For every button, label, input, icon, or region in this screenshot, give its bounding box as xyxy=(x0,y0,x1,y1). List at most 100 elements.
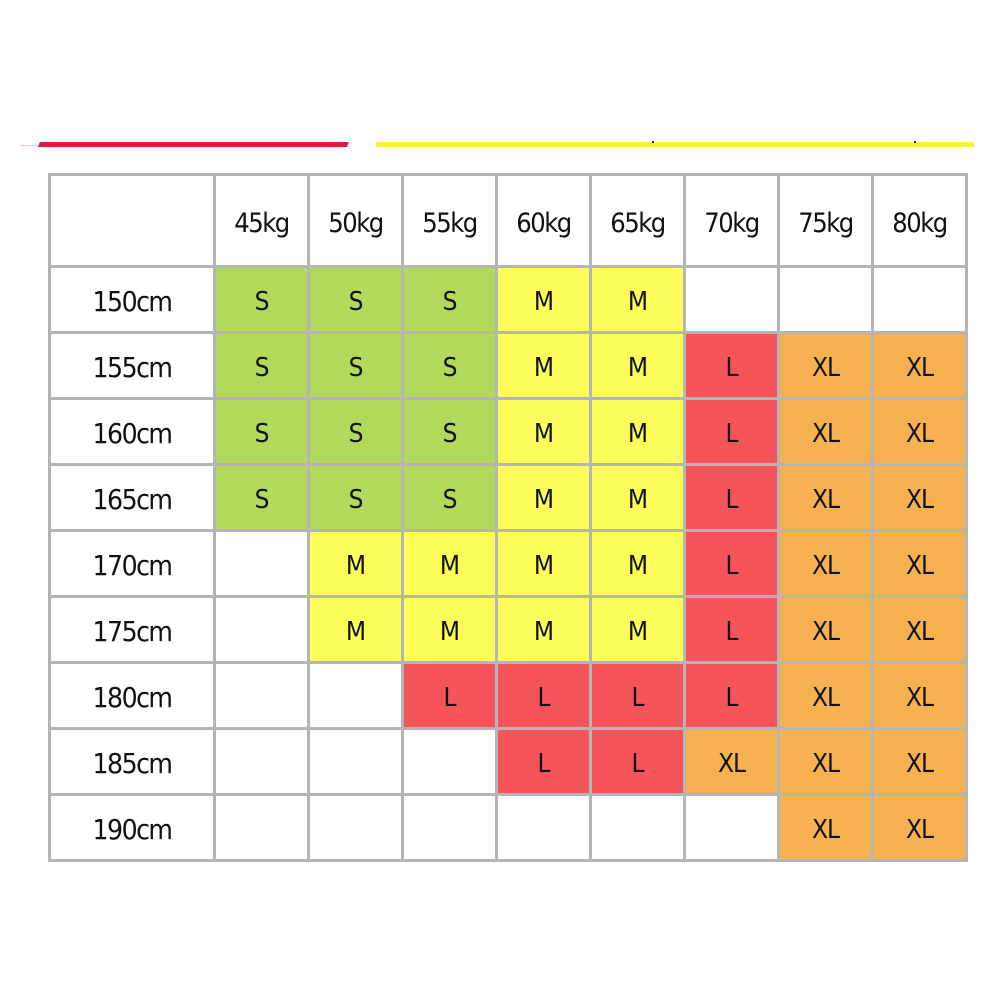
size-cell-m: M xyxy=(401,529,498,598)
size-cell-m: M xyxy=(307,529,404,598)
size-cell-s: S xyxy=(401,463,498,532)
empty-cell xyxy=(401,727,498,796)
height-label: 180cm xyxy=(48,661,216,730)
header-row: 45kg 50kg 55kg 60kg 65kg 70kg 75kg 80kg xyxy=(48,173,968,268)
height-label: 165cm xyxy=(48,463,216,532)
size-cell-xl: XL xyxy=(777,331,874,400)
size-cell-l: L xyxy=(683,331,780,400)
decorative-dot xyxy=(914,141,916,143)
decorative-bar-tail xyxy=(20,145,40,146)
size-cell-l: L xyxy=(683,529,780,598)
height-label: 150cm xyxy=(48,265,216,334)
empty-cell xyxy=(871,265,968,334)
size-cell-l: L xyxy=(589,661,686,730)
weight-header: 70kg xyxy=(683,173,780,268)
size-cell-m: M xyxy=(589,397,686,466)
size-chart-body: 45kg 50kg 55kg 60kg 65kg 70kg 75kg 80kg … xyxy=(48,173,968,862)
size-chart-table: 45kg 50kg 55kg 60kg 65kg 70kg 75kg 80kg … xyxy=(48,173,968,862)
size-cell-m: M xyxy=(307,595,404,664)
empty-cell xyxy=(213,661,310,730)
table-row: 175cm M M M M L XL XL xyxy=(48,595,968,664)
empty-cell xyxy=(213,793,310,862)
size-cell-s: S xyxy=(307,265,404,334)
size-cell-s: S xyxy=(401,397,498,466)
table-row: 190cm XL XL xyxy=(48,793,968,862)
weight-header: 60kg xyxy=(495,173,592,268)
size-cell-xl: XL xyxy=(777,529,874,598)
size-cell-xl: XL xyxy=(871,397,968,466)
size-cell-m: M xyxy=(495,331,592,400)
size-cell-xl: XL xyxy=(871,529,968,598)
size-cell-xl: XL xyxy=(871,727,968,796)
table-row: 150cm S S S M M xyxy=(48,265,968,334)
size-cell-s: S xyxy=(307,331,404,400)
size-cell-m: M xyxy=(589,331,686,400)
size-cell-m: M xyxy=(495,595,592,664)
size-cell-l: L xyxy=(589,727,686,796)
weight-header: 45kg xyxy=(213,173,310,268)
size-cell-xl: XL xyxy=(871,595,968,664)
height-label: 190cm xyxy=(48,793,216,862)
size-cell-s: S xyxy=(401,331,498,400)
size-cell-xl: XL xyxy=(777,727,874,796)
size-cell-s: S xyxy=(307,397,404,466)
corner-cell xyxy=(48,173,216,268)
size-cell-m: M xyxy=(495,529,592,598)
size-cell-xl: XL xyxy=(871,793,968,862)
height-label: 185cm xyxy=(48,727,216,796)
table-row: 160cm S S S M M L XL XL xyxy=(48,397,968,466)
decorative-yellow-bar xyxy=(376,142,974,147)
weight-header: 75kg xyxy=(777,173,874,268)
table-row: 170cm M M M M L XL XL xyxy=(48,529,968,598)
size-cell-l: L xyxy=(683,661,780,730)
empty-cell xyxy=(683,793,780,862)
size-cell-xl: XL xyxy=(871,331,968,400)
empty-cell xyxy=(401,793,498,862)
empty-cell xyxy=(307,727,404,796)
table-row: 165cm S S S M M L XL XL xyxy=(48,463,968,532)
size-cell-m: M xyxy=(589,595,686,664)
size-cell-xl: XL xyxy=(777,793,874,862)
empty-cell xyxy=(495,793,592,862)
empty-cell xyxy=(213,529,310,598)
size-cell-l: L xyxy=(495,727,592,796)
size-cell-l: L xyxy=(401,661,498,730)
size-cell-s: S xyxy=(213,397,310,466)
height-label: 160cm xyxy=(48,397,216,466)
table-row: 185cm L L XL XL XL xyxy=(48,727,968,796)
size-cell-l: L xyxy=(683,463,780,532)
table-row: 180cm L L L L XL XL xyxy=(48,661,968,730)
empty-cell xyxy=(683,265,780,334)
weight-header: 55kg xyxy=(401,173,498,268)
height-label: 170cm xyxy=(48,529,216,598)
empty-cell xyxy=(589,793,686,862)
size-cell-m: M xyxy=(495,397,592,466)
size-cell-l: L xyxy=(495,661,592,730)
decorative-red-bar xyxy=(38,142,349,147)
empty-cell xyxy=(307,661,404,730)
size-cell-s: S xyxy=(401,265,498,334)
size-cell-l: L xyxy=(683,595,780,664)
empty-cell xyxy=(213,727,310,796)
weight-header: 50kg xyxy=(307,173,404,268)
size-cell-m: M xyxy=(589,529,686,598)
size-cell-s: S xyxy=(213,463,310,532)
size-cell-m: M xyxy=(495,463,592,532)
size-cell-xl: XL xyxy=(683,727,780,796)
size-cell-xl: XL xyxy=(871,463,968,532)
height-label: 155cm xyxy=(48,331,216,400)
size-cell-s: S xyxy=(213,331,310,400)
height-label: 175cm xyxy=(48,595,216,664)
size-cell-s: S xyxy=(213,265,310,334)
size-cell-m: M xyxy=(401,595,498,664)
size-cell-m: M xyxy=(589,463,686,532)
size-cell-s: S xyxy=(307,463,404,532)
size-cell-xl: XL xyxy=(777,661,874,730)
weight-header: 80kg xyxy=(871,173,968,268)
decorative-dot xyxy=(652,141,654,143)
size-cell-m: M xyxy=(495,265,592,334)
size-cell-xl: XL xyxy=(777,463,874,532)
empty-cell xyxy=(307,793,404,862)
size-cell-m: M xyxy=(589,265,686,334)
weight-header: 65kg xyxy=(589,173,686,268)
